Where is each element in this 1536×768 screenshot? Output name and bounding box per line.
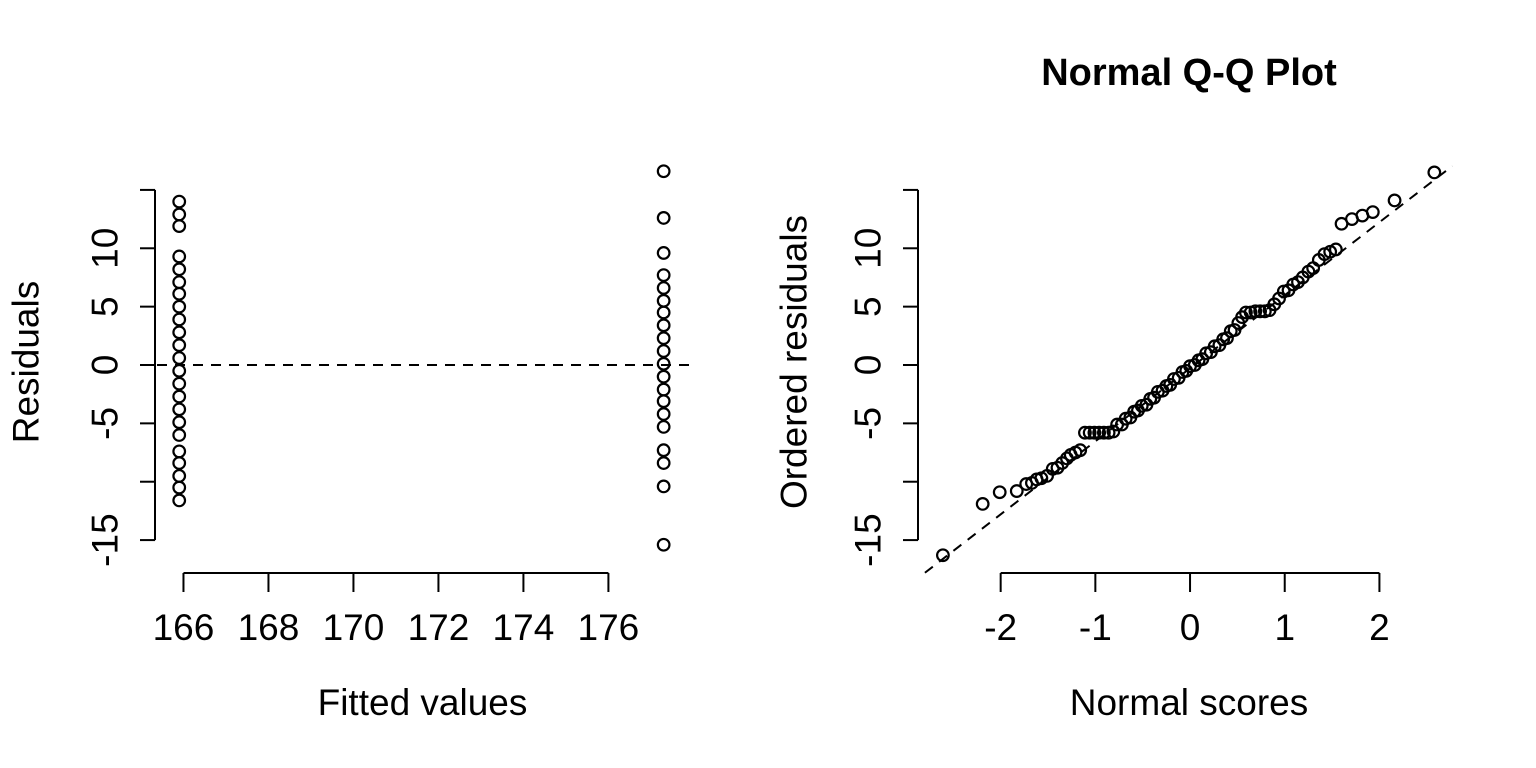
data-point-circle [172,376,187,391]
x-tick-label: 0 [1180,607,1201,648]
data-point-circle [1106,424,1121,439]
data-point-circle [172,194,187,209]
y-tick-label: 5 [848,296,889,317]
data-point-circle [1009,484,1024,498]
data-point-circle [975,497,990,511]
data-point-circle [656,419,671,434]
data-point-circle [1087,425,1102,440]
x-tick-label: 168 [238,607,300,648]
y-tick-label: 0 [85,355,126,376]
y-tick-label: -5 [848,407,889,440]
y-tick-label: 10 [85,228,126,269]
data-point-circle [172,363,187,378]
data-point-circle [656,305,671,320]
y-tick-label: -15 [848,513,889,566]
right-plot-ylabel: Ordered residuals [773,214,815,510]
data-point-circle [656,211,671,225]
data-point-circle [656,281,671,295]
data-point-circle [1078,425,1092,440]
data-point-circle [172,402,187,417]
data-point-circle [656,537,671,552]
data-point-circle [172,456,187,470]
data-point-circle [172,249,187,264]
data-point-circle [656,318,671,333]
data-point-circle [1239,305,1253,320]
data-point-circle [936,548,950,563]
data-point-circle [172,415,187,430]
data-point-circle [172,389,187,404]
data-point-circle [172,493,187,508]
data-point-circle [656,407,671,421]
data-point-circle [1073,443,1088,458]
x-tick-label: -1 [1079,607,1112,648]
data-point-circle [656,164,671,179]
right-plot-xlabel: Normal scores [1069,682,1309,723]
y-tick-label: -5 [85,407,126,440]
x-axis: -2 -1 0 1 2 [984,572,1390,648]
x-tick-label: -2 [984,607,1017,648]
data-point-circle [1082,425,1097,440]
data-point-circle [172,286,187,301]
data-point-circle [656,394,671,409]
data-point-circle [656,479,671,494]
data-point-circle [172,325,187,340]
qq-plot-title: Normal Q-Q Plot [1041,52,1337,94]
data-point-circle [656,344,671,358]
x-tick-label: 172 [408,607,470,648]
x-tick-label: 166 [153,607,215,648]
left-plot-ylabel: Residuals [5,280,47,444]
y-axis: 10 5 0 -5 -15 [85,188,156,567]
data-point-circle [172,219,187,234]
data-point-circle [656,443,671,458]
x-tick-label: 170 [323,607,385,648]
data-point-circle [1220,331,1234,346]
data-point-circle [656,331,671,346]
data-point-circle [1096,425,1111,440]
data-point-circle [1092,425,1107,440]
x-axis: 166 168 170 172 174 176 [153,572,640,648]
x-tick-label: 1 [1274,607,1295,648]
data-point-circle [1387,193,1402,208]
data-point-circle [172,480,187,495]
x-tick-label: 176 [578,607,640,648]
x-tick-label: 2 [1369,607,1390,648]
data-point-circle [1365,205,1380,219]
data-point-circle [1248,304,1263,319]
left-plot-xlabel: Fitted values [317,682,528,723]
data-point-circle [1227,323,1242,337]
data-point-circle [172,312,187,327]
y-tick-label: 0 [848,355,889,376]
data-point-circle [172,351,187,365]
x-tick-label: 174 [493,607,555,648]
data-point-circle [172,338,187,353]
y-tick-label: 5 [85,296,126,317]
data-point-circle [656,369,671,384]
data-point-circle [656,246,671,260]
data-points [172,164,671,552]
data-points [936,165,1442,563]
data-point-circle [992,485,1007,500]
data-point-circle [656,456,671,470]
data-point-circle [1427,165,1442,180]
y-axis: 10 5 0 -5 -15 [848,188,919,567]
data-point-circle [656,356,671,371]
y-tick-label: 10 [848,228,889,269]
data-point-circle [172,299,187,314]
y-tick-label: -15 [85,513,126,566]
data-point-circle [1328,242,1343,257]
data-point-circle [656,268,671,283]
data-point-circle [172,262,187,277]
data-point-circle [1253,304,1268,319]
data-point-circle [172,428,187,442]
